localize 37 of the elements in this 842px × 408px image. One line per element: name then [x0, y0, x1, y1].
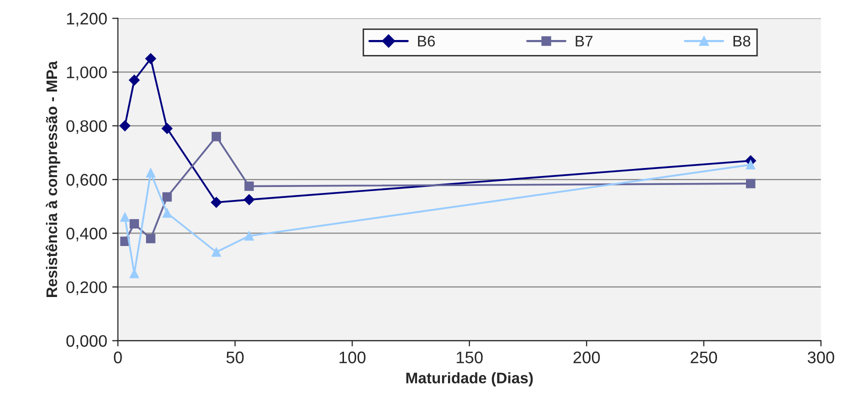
point — [746, 178, 756, 188]
point — [146, 234, 156, 244]
legend-label: B8 — [734, 36, 750, 47]
x-tick-label: 50 — [226, 352, 244, 364]
y-tick-label: 0,600 — [66, 174, 107, 188]
y-tick-label: 0,800 — [66, 120, 107, 134]
y-tick-label: 1,000 — [67, 66, 107, 80]
y-axis-title: Resistência à compressão - MPa — [46, 60, 60, 297]
point — [119, 120, 130, 132]
point — [146, 168, 156, 178]
point — [130, 219, 139, 229]
x-tick-label: 0 — [114, 352, 122, 364]
x-tick-label: 300 — [808, 352, 834, 364]
point — [244, 182, 254, 191]
point — [162, 208, 172, 218]
legend-label: B6 — [418, 36, 435, 47]
y-tick-label: 0,400 — [66, 228, 107, 242]
point — [212, 132, 221, 142]
point — [746, 160, 756, 170]
legend-label: B7 — [576, 36, 592, 46]
x-tick-label: 250 — [690, 352, 718, 364]
point — [120, 212, 130, 222]
x-tick-label: 100 — [340, 352, 366, 364]
point — [210, 196, 222, 208]
y-tick-label: 0,000 — [66, 335, 107, 349]
x-tick-label: 200 — [574, 352, 600, 364]
y-tick-label: 0,200 — [66, 281, 107, 296]
point — [244, 231, 254, 241]
point — [162, 123, 173, 134]
y-tick-label: 1,200 — [67, 12, 107, 27]
x-axis-title: Maturidade (Dias) — [406, 372, 533, 386]
point — [162, 192, 172, 202]
point — [244, 194, 255, 206]
point — [145, 53, 156, 64]
point — [128, 74, 140, 86]
x-tick-label: 150 — [456, 352, 483, 364]
point — [212, 247, 221, 257]
